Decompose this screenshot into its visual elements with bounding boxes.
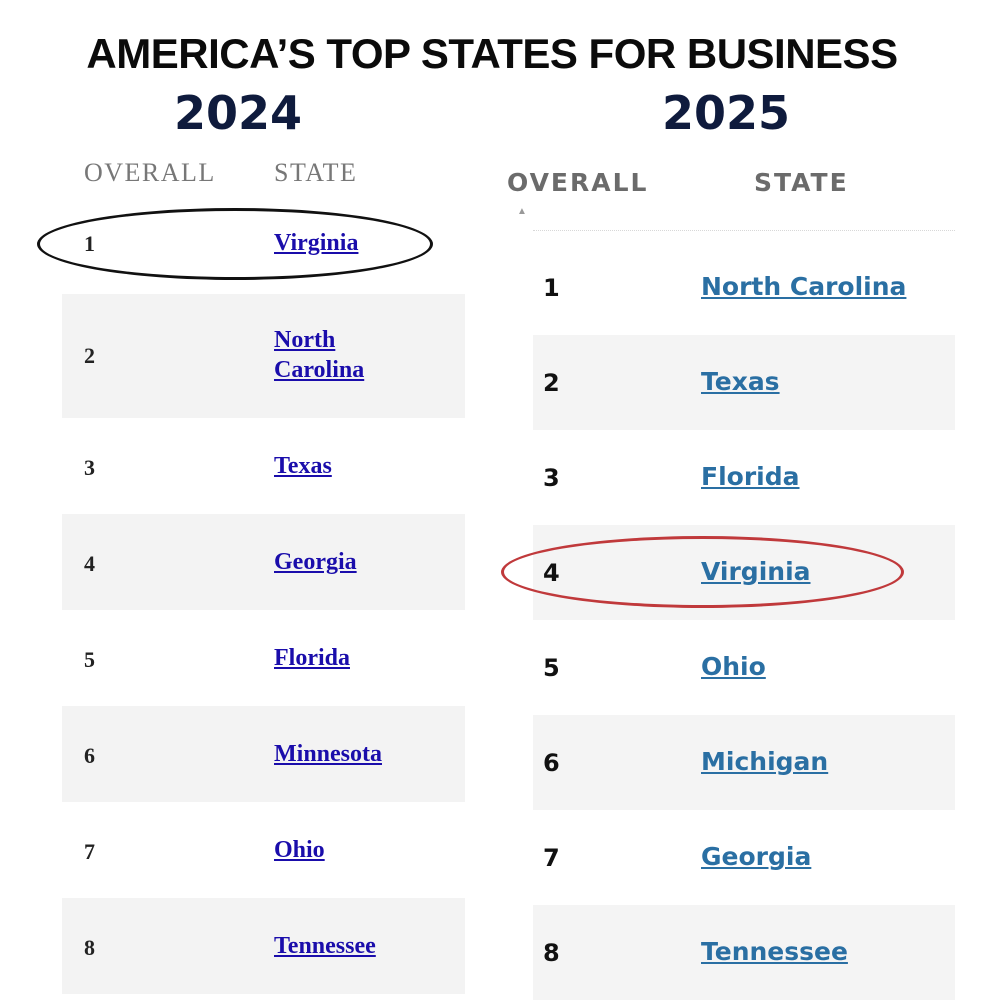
rank-cell: 1	[543, 274, 560, 302]
column-header-state: STATE	[754, 168, 849, 197]
state-link[interactable]: North Carolina	[701, 272, 907, 301]
highlight-ellipse-virginia-2024	[37, 208, 433, 280]
state-link[interactable]: Tennessee	[274, 933, 376, 959]
sort-caret-icon[interactable]: ▲	[517, 206, 527, 217]
header-divider	[533, 230, 955, 231]
rank-cell: 5	[84, 647, 95, 672]
state-link[interactable]: Ohio	[701, 652, 766, 681]
table-row: 5 Florida	[62, 610, 465, 706]
table-row: 1 North Carolina	[533, 240, 955, 335]
table-row: 7 Georgia	[533, 810, 955, 905]
table-row: 6 Minnesota	[62, 706, 465, 802]
rank-cell: 7	[84, 839, 95, 864]
rank-cell: 3	[84, 455, 95, 480]
table-row: 4 Georgia	[62, 514, 465, 610]
state-link[interactable]: Tennessee	[701, 937, 848, 966]
table-row: 5 Ohio	[533, 620, 955, 715]
column-header-overall: OVERALL	[84, 158, 216, 187]
state-link[interactable]: North Carolina	[274, 327, 365, 383]
state-link[interactable]: Florida	[701, 462, 800, 491]
rank-cell: 5	[543, 654, 560, 682]
state-link[interactable]: Georgia	[701, 842, 812, 871]
table-row: 3 Florida	[533, 430, 955, 525]
rank-cell: 7	[543, 844, 560, 872]
state-link[interactable]: Georgia	[274, 549, 357, 575]
rank-cell: 4	[84, 551, 95, 576]
state-link[interactable]: Florida	[274, 645, 350, 671]
rank-cell: 6	[84, 743, 95, 768]
year-2024-heading: 2024	[174, 86, 303, 140]
rank-cell: 2	[84, 343, 95, 368]
table-row: 6 Michigan	[533, 715, 955, 810]
state-link[interactable]: Minnesota	[274, 741, 382, 767]
state-link[interactable]: Texas	[274, 453, 332, 479]
column-header-state: STATE	[274, 158, 358, 187]
rank-cell: 6	[543, 749, 560, 777]
rank-cell: 8	[84, 935, 95, 960]
year-2025-heading: 2025	[662, 86, 791, 140]
state-link[interactable]: Michigan	[701, 747, 829, 776]
highlight-ellipse-virginia-2025	[501, 536, 904, 608]
column-header-overall: OVERALL	[507, 168, 649, 197]
table-row: 2 Texas	[533, 335, 955, 430]
table-row: 3 Texas	[62, 418, 465, 514]
state-link[interactable]: Texas	[701, 367, 780, 396]
table-row: 8 Tennessee	[533, 905, 955, 1000]
rank-cell: 2	[543, 369, 560, 397]
table-row: 8 Tennessee	[62, 898, 465, 994]
rank-cell: 8	[543, 939, 560, 967]
rank-cell: 3	[543, 464, 560, 492]
table-row: 2 North Carolina	[62, 294, 465, 418]
page-title: AMERICA’S TOP STATES FOR BUSINESS	[86, 30, 898, 77]
state-link[interactable]: Ohio	[274, 837, 325, 863]
table-row: 7 Ohio	[62, 802, 465, 898]
